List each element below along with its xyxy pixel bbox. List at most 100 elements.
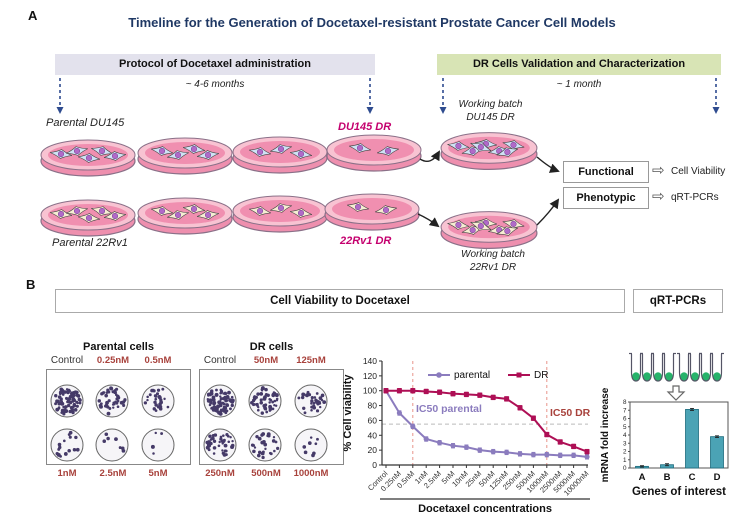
petri-dish	[440, 132, 538, 170]
bar-D	[710, 436, 724, 469]
cell-icon	[49, 149, 73, 159]
dr-colony-wells	[203, 384, 328, 462]
parental-22rv1-label: Parental 22Rv1	[52, 237, 128, 249]
y-tick-label: 7	[623, 407, 627, 414]
colony-well	[141, 384, 175, 418]
cell-icon	[375, 205, 397, 215]
cell-icon	[182, 144, 206, 154]
dr-cells-title: DR cells	[249, 341, 294, 353]
flow-arrow	[536, 198, 560, 226]
data-point	[584, 454, 590, 460]
gene-label: C	[689, 472, 696, 483]
cell-icon	[77, 213, 101, 223]
y-tick-label: 100	[363, 386, 377, 396]
cell-viability-output-label: Cell Viability	[671, 166, 726, 177]
flow-arrow	[536, 156, 560, 173]
petri-dish	[40, 199, 136, 237]
gene-label: B	[664, 472, 671, 483]
legend-label: parental	[454, 370, 490, 381]
y-tick-label: 0	[623, 465, 627, 472]
y-tick-label: 20	[368, 445, 378, 455]
data-point	[477, 392, 483, 398]
y-tick-label: 80	[368, 401, 378, 411]
petri-dish	[440, 211, 538, 249]
cell-icon	[103, 211, 127, 221]
data-point	[584, 449, 590, 455]
y-tick-label: 40	[368, 430, 378, 440]
cell-icon	[347, 202, 369, 212]
right-arrow-icon: ⇨	[652, 188, 665, 205]
concentration-label: 1nM	[57, 468, 77, 479]
cell-icon	[270, 203, 292, 213]
concentration-label: 125nM	[296, 355, 326, 366]
bar-C	[685, 409, 699, 469]
y-tick-label: 120	[363, 371, 377, 381]
parental-du145-label: Parental DU145	[46, 117, 125, 129]
data-point	[437, 389, 443, 395]
y-tick-label: 5	[623, 424, 627, 431]
parental-colony-box	[46, 369, 191, 465]
data-point	[557, 439, 563, 445]
data-point	[477, 447, 483, 453]
colony-well	[50, 384, 84, 418]
y-tick-label: 4	[623, 432, 627, 439]
colony-well	[141, 428, 175, 462]
data-point	[410, 388, 416, 394]
petri-dish	[137, 137, 233, 175]
cell-icon	[377, 146, 399, 156]
qrtpcr-section-title: qRT-PCRs	[633, 289, 723, 313]
data-point	[571, 443, 577, 449]
phase-duration-administration: ~ 4-6 months	[185, 79, 245, 90]
data-point	[423, 436, 429, 442]
concentration-label: 0.25nM	[96, 355, 130, 366]
figure-title: Timeline for the Generation of Docetaxel…	[128, 15, 616, 30]
data-point	[504, 449, 510, 455]
colony-well	[294, 428, 328, 462]
working-batch-du145-label: Working batch DU145 DR	[458, 99, 523, 123]
phenotypic-box: Phenotypic	[563, 187, 649, 209]
flow-arrow	[419, 150, 440, 162]
cell-icon	[167, 210, 189, 220]
dr-colony-assay: DR cells Control 50nM 125nM 250nM 500nM 1000…	[199, 341, 344, 481]
y-axis-title: % Cell viability	[342, 374, 354, 452]
down-arrow-icon	[666, 385, 686, 401]
cell-icon	[496, 226, 519, 236]
data-point	[530, 452, 536, 458]
cell-icon	[151, 146, 173, 156]
data-point	[517, 451, 523, 457]
cell-icon	[470, 142, 492, 152]
viability-line-chart: 020406080100120140Control0.25nM0.5nM1nM2…	[342, 356, 591, 515]
ic50-parental-annotation: IC50 parental	[416, 403, 482, 415]
colony-well	[50, 428, 84, 462]
dr-colony-box	[199, 369, 344, 465]
concentration-label: 50nM	[253, 355, 279, 366]
parental-cells-title: Parental cells	[83, 341, 154, 353]
colony-well	[203, 384, 237, 418]
concentration-label: 5nM	[148, 468, 168, 479]
series-line-parental	[385, 390, 588, 458]
data-point	[396, 410, 402, 416]
working-batch-22rv1-label: Working batch 22Rv1 DR	[461, 249, 525, 273]
colony-well	[203, 428, 237, 462]
cell-icon	[196, 210, 220, 220]
cell-icon	[447, 220, 470, 230]
y-tick-label: 2	[623, 449, 627, 456]
cell-icon	[502, 140, 525, 150]
parental-top-concentration-labels: Control 0.25nM 0.5nM	[46, 355, 191, 368]
parental-colony-wells	[50, 384, 175, 462]
petri-dish	[326, 134, 422, 172]
cell-icon	[249, 147, 271, 157]
cell-icon	[182, 204, 206, 214]
colony-well	[248, 428, 282, 462]
data-point	[410, 423, 416, 429]
data-point	[437, 440, 443, 446]
phase-box-validation: DR Cells Validation and Characterization	[437, 54, 721, 75]
data-point	[463, 391, 469, 397]
data-point	[450, 443, 456, 449]
cell-icon	[447, 141, 470, 151]
concentration-label: 500nM	[251, 468, 281, 479]
petri-dish	[324, 193, 420, 231]
